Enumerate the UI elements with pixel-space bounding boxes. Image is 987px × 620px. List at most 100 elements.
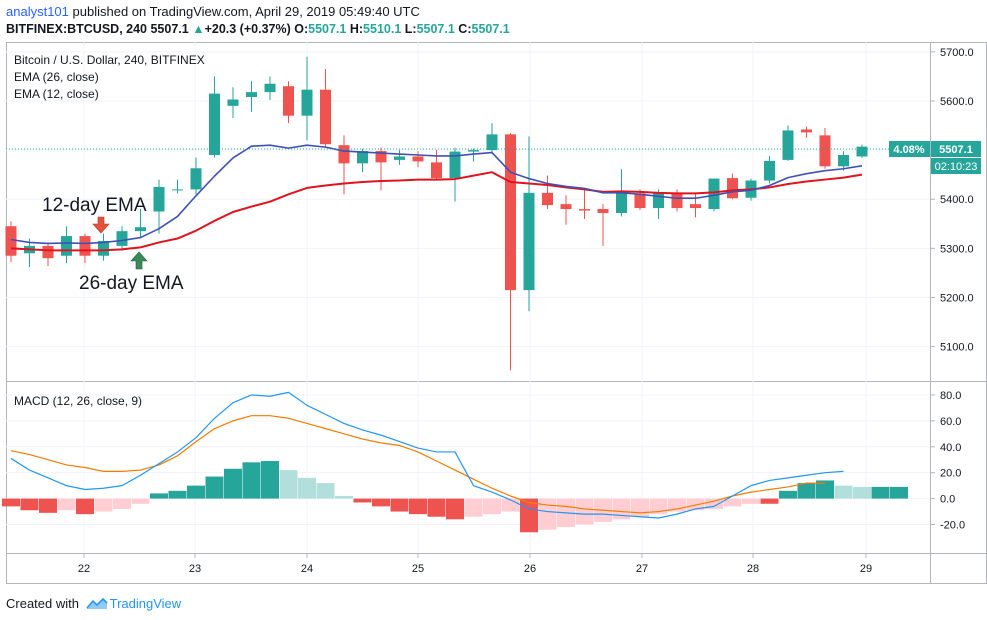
high-label: H: — [349, 22, 364, 36]
price-tick-label: 5400.0 — [940, 194, 974, 206]
time-tick-label: 28 — [747, 563, 759, 575]
footer: Created with TradingView — [6, 596, 181, 614]
high-value: 5510.1 — [363, 22, 402, 36]
macd-hist-bar — [705, 498, 723, 509]
macd-line — [10, 391, 844, 519]
arrow-down-icon — [92, 216, 110, 234]
macd-hist-bar — [742, 498, 760, 504]
chart-area[interactable]: 5700.05600.05500.05400.05300.05200.05100… — [0, 40, 987, 585]
candle-up — [764, 160, 775, 181]
candle-up — [782, 130, 794, 160]
candle-up — [616, 193, 627, 213]
tradingview-logo-icon — [86, 597, 108, 614]
macd-hist-bar — [779, 490, 797, 499]
candle-up — [190, 168, 202, 190]
macd-hist-bar — [483, 498, 501, 515]
macd-hist-bar — [723, 498, 742, 507]
macd-hist-bar — [113, 498, 131, 509]
ema26-line — [10, 171, 863, 252]
macd-tick-label: -20.0 — [940, 520, 965, 532]
macd-hist-bar — [446, 498, 464, 520]
macd-hist-bar — [649, 498, 668, 515]
macd-hist-bar — [427, 498, 446, 517]
macd-hist-bar — [131, 498, 150, 504]
macd-hist-bar — [168, 490, 187, 499]
legend-ema12: EMA (12, close) — [14, 87, 99, 101]
macd-hist-bar — [390, 498, 409, 512]
candle-up — [394, 156, 405, 160]
candle-up — [264, 83, 276, 93]
author-link[interactable]: analyst101 — [6, 4, 69, 19]
arrow-up-icon — [130, 251, 148, 270]
macd-hist-bar — [797, 483, 816, 499]
candle-up — [135, 227, 146, 232]
macd-hist-bar — [834, 485, 853, 499]
candle-down — [560, 204, 572, 210]
macd-hist-bar — [890, 486, 908, 499]
macd-tick-label: 60.0 — [940, 416, 961, 428]
time-tick-label: 27 — [636, 563, 648, 575]
macd-tick-label: 0.0 — [940, 494, 955, 506]
macd-hist-bar — [39, 498, 57, 513]
macd-tick-label: 20.0 — [940, 468, 961, 480]
macd-hist-bar — [20, 498, 39, 511]
candle-up — [838, 155, 849, 167]
legend-macd: MACD (12, 26, close, 9) — [14, 394, 142, 408]
candle-down — [412, 156, 424, 162]
last-price: 5507.1 — [150, 22, 189, 36]
candle-down — [819, 135, 831, 167]
price-tag-bg — [931, 141, 981, 157]
candle-down — [505, 134, 516, 291]
macd-hist-bar — [57, 498, 76, 511]
ema-lines — [10, 144, 863, 252]
candle-down — [320, 89, 331, 145]
candle-down — [338, 145, 350, 164]
candle-down — [375, 151, 387, 163]
close-value: 5507.1 — [471, 22, 510, 36]
price-chart-svg[interactable]: 5700.05600.05500.05400.05300.05200.05100… — [0, 40, 987, 585]
time-tick-label: 23 — [189, 563, 201, 575]
candle-up — [486, 134, 498, 151]
macd-hist-bar — [353, 498, 372, 503]
candle-up — [856, 146, 868, 157]
price-tick-label: 5700.0 — [940, 47, 974, 59]
macd-tick-label: 80.0 — [940, 390, 961, 402]
legend-ema26: EMA (26, close) — [14, 70, 99, 84]
countdown-tag-bg — [931, 158, 981, 174]
candle-up — [61, 236, 72, 256]
candle-up — [523, 192, 535, 291]
macd-hist-bar — [464, 498, 483, 517]
percent-tag: 4.08% — [893, 144, 924, 156]
candle-down — [431, 162, 442, 179]
candle-up — [468, 150, 479, 152]
macd-hist-bar — [612, 498, 631, 520]
created-with-label: Created with — [6, 596, 79, 611]
candle-up — [708, 178, 720, 210]
price-tick-label: 5200.0 — [940, 292, 974, 304]
time-tick-label: 25 — [412, 563, 424, 575]
macd-hist-bar — [372, 498, 390, 507]
macd-histogram — [2, 461, 908, 533]
macd-hist-bar — [853, 486, 871, 499]
macd-hist-bar — [686, 498, 705, 511]
open-label: O: — [294, 22, 309, 36]
tradingview-brand-link[interactable]: TradingView — [109, 596, 182, 611]
macd-hist-bar — [575, 498, 594, 525]
candle-up — [116, 231, 128, 246]
macd-lines — [10, 391, 844, 519]
legend-title: Bitcoin / U.S. Dollar, 240, BITFINEX — [14, 53, 205, 67]
time-tick-label: 26 — [524, 563, 536, 575]
candle-down — [542, 192, 553, 206]
macd-tick-label: 40.0 — [940, 442, 961, 454]
macd-hist-bar — [94, 498, 113, 512]
price-tick-label: 5300.0 — [940, 243, 974, 255]
signal-line — [10, 415, 825, 514]
macd-hist-bar — [187, 485, 205, 499]
candle-up — [98, 240, 109, 256]
macd-hist-bar — [631, 498, 649, 517]
macd-hist-bar — [538, 498, 557, 530]
macd-hist-bar — [871, 486, 890, 499]
candles — [5, 56, 868, 371]
macd-hist-bar — [760, 498, 779, 504]
price-change: +20.3 (+0.37%) — [204, 22, 291, 36]
